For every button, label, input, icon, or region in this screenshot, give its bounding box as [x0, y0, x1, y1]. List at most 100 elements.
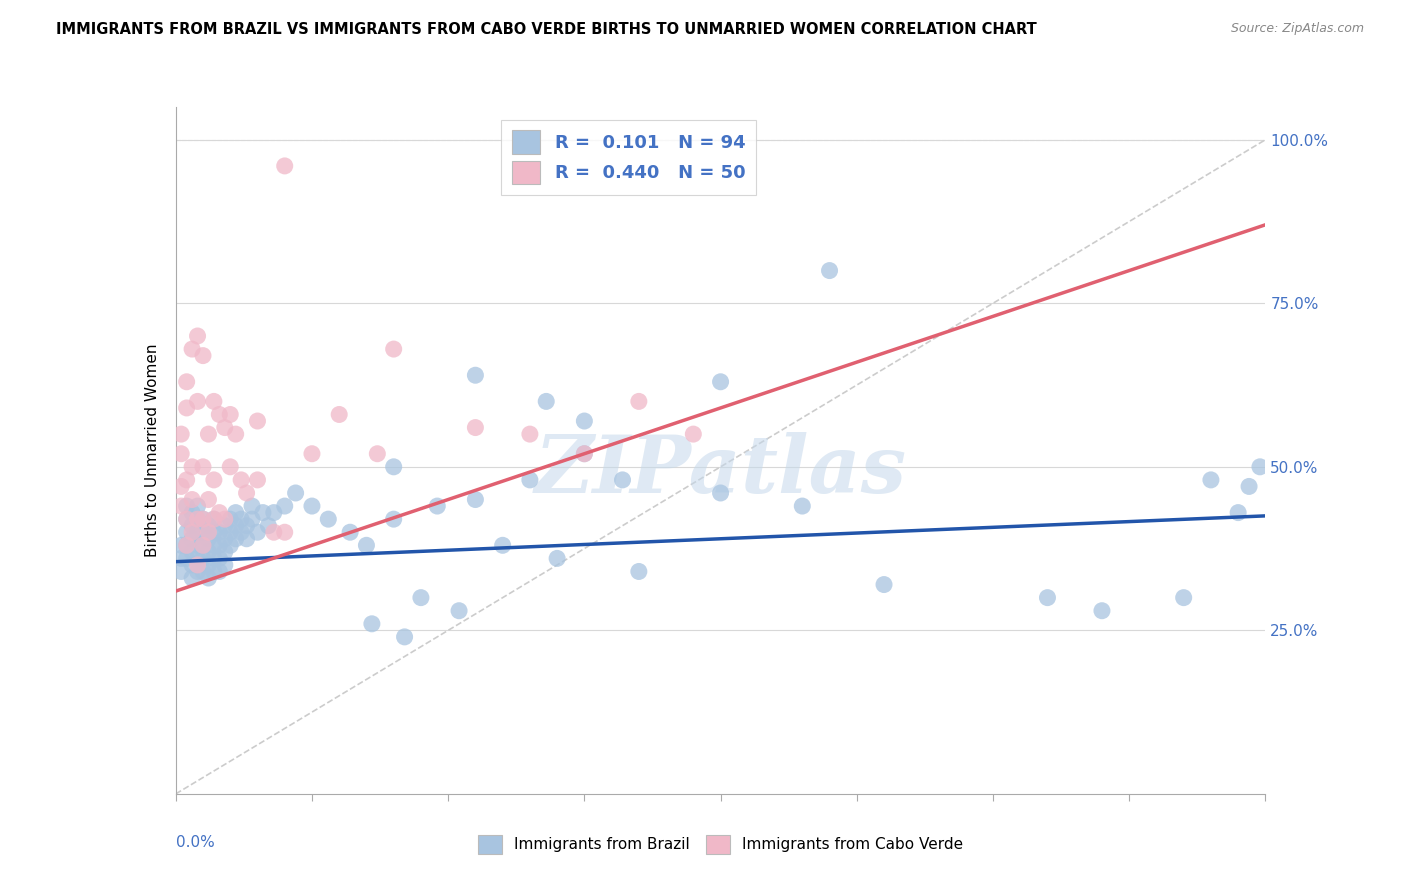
Point	[1227, 506, 1250, 520]
Point	[202, 512, 225, 526]
Point	[263, 506, 285, 520]
Point	[447, 604, 470, 618]
Point	[181, 342, 204, 356]
Point	[219, 408, 242, 422]
Point	[170, 538, 193, 552]
Point	[231, 512, 253, 526]
Point	[181, 506, 204, 520]
Point	[1091, 604, 1114, 618]
Point	[274, 525, 297, 540]
Point	[873, 577, 896, 591]
Point	[301, 447, 323, 461]
Point	[202, 512, 225, 526]
Point	[202, 525, 225, 540]
Point	[186, 394, 209, 409]
Point	[208, 538, 231, 552]
Point	[176, 499, 198, 513]
Point	[186, 512, 209, 526]
Point	[318, 512, 340, 526]
Text: IMMIGRANTS FROM BRAZIL VS IMMIGRANTS FROM CABO VERDE BIRTHS TO UNMARRIED WOMEN C: IMMIGRANTS FROM BRAZIL VS IMMIGRANTS FRO…	[56, 22, 1038, 37]
Point	[235, 486, 257, 500]
Point	[202, 394, 225, 409]
Point	[191, 459, 214, 474]
Point	[339, 525, 361, 540]
Point	[574, 414, 596, 428]
Y-axis label: Births to Unmarried Women: Births to Unmarried Women	[145, 343, 160, 558]
Point	[202, 551, 225, 566]
Point	[574, 447, 596, 461]
Point	[186, 512, 209, 526]
Point	[818, 263, 841, 277]
Point	[1237, 479, 1260, 493]
Point	[274, 499, 297, 513]
Point	[197, 525, 219, 540]
Point	[235, 532, 257, 546]
Point	[464, 368, 486, 383]
Point	[492, 538, 515, 552]
Point	[235, 518, 257, 533]
Point	[257, 518, 280, 533]
Point	[214, 545, 236, 559]
Point	[214, 420, 236, 434]
Point	[284, 486, 307, 500]
Point	[202, 473, 225, 487]
Point	[519, 427, 541, 442]
Point	[197, 545, 219, 559]
Point	[181, 525, 204, 540]
Point	[225, 518, 247, 533]
Point	[252, 506, 274, 520]
Point	[710, 486, 733, 500]
Point	[214, 558, 236, 572]
Point	[181, 571, 204, 585]
Point	[197, 518, 219, 533]
Point	[170, 479, 193, 493]
Point	[382, 512, 405, 526]
Point	[186, 551, 209, 566]
Point	[197, 558, 219, 572]
Point	[214, 518, 236, 533]
Point	[186, 565, 209, 579]
Point	[170, 565, 193, 579]
Point	[186, 558, 209, 572]
Point	[231, 525, 253, 540]
Text: ZIPatlas: ZIPatlas	[534, 433, 907, 510]
Point	[191, 538, 214, 552]
Point	[394, 630, 416, 644]
Point	[464, 420, 486, 434]
Point	[409, 591, 432, 605]
Point	[240, 499, 263, 513]
Point	[246, 414, 269, 428]
Point	[1199, 473, 1222, 487]
Point	[208, 565, 231, 579]
Point	[186, 525, 209, 540]
Point	[197, 427, 219, 442]
Point	[328, 408, 350, 422]
Point	[426, 499, 449, 513]
Point	[231, 473, 253, 487]
Point	[202, 538, 225, 552]
Point	[186, 538, 209, 552]
Point	[274, 159, 297, 173]
Point	[214, 512, 236, 526]
Point	[176, 538, 198, 552]
Legend: Immigrants from Brazil, Immigrants from Cabo Verde: Immigrants from Brazil, Immigrants from …	[470, 827, 972, 862]
Point	[181, 518, 204, 533]
Point	[574, 447, 596, 461]
Point	[170, 447, 193, 461]
Point	[219, 538, 242, 552]
Point	[191, 512, 214, 526]
Point	[219, 512, 242, 526]
Point	[170, 427, 193, 442]
Point	[208, 506, 231, 520]
Point	[191, 565, 214, 579]
Point	[356, 538, 378, 552]
Point	[181, 558, 204, 572]
Point	[246, 525, 269, 540]
Point	[240, 512, 263, 526]
Point	[225, 506, 247, 520]
Point	[191, 525, 214, 540]
Point	[1249, 459, 1271, 474]
Point	[186, 499, 209, 513]
Point	[627, 394, 650, 409]
Point	[360, 616, 382, 631]
